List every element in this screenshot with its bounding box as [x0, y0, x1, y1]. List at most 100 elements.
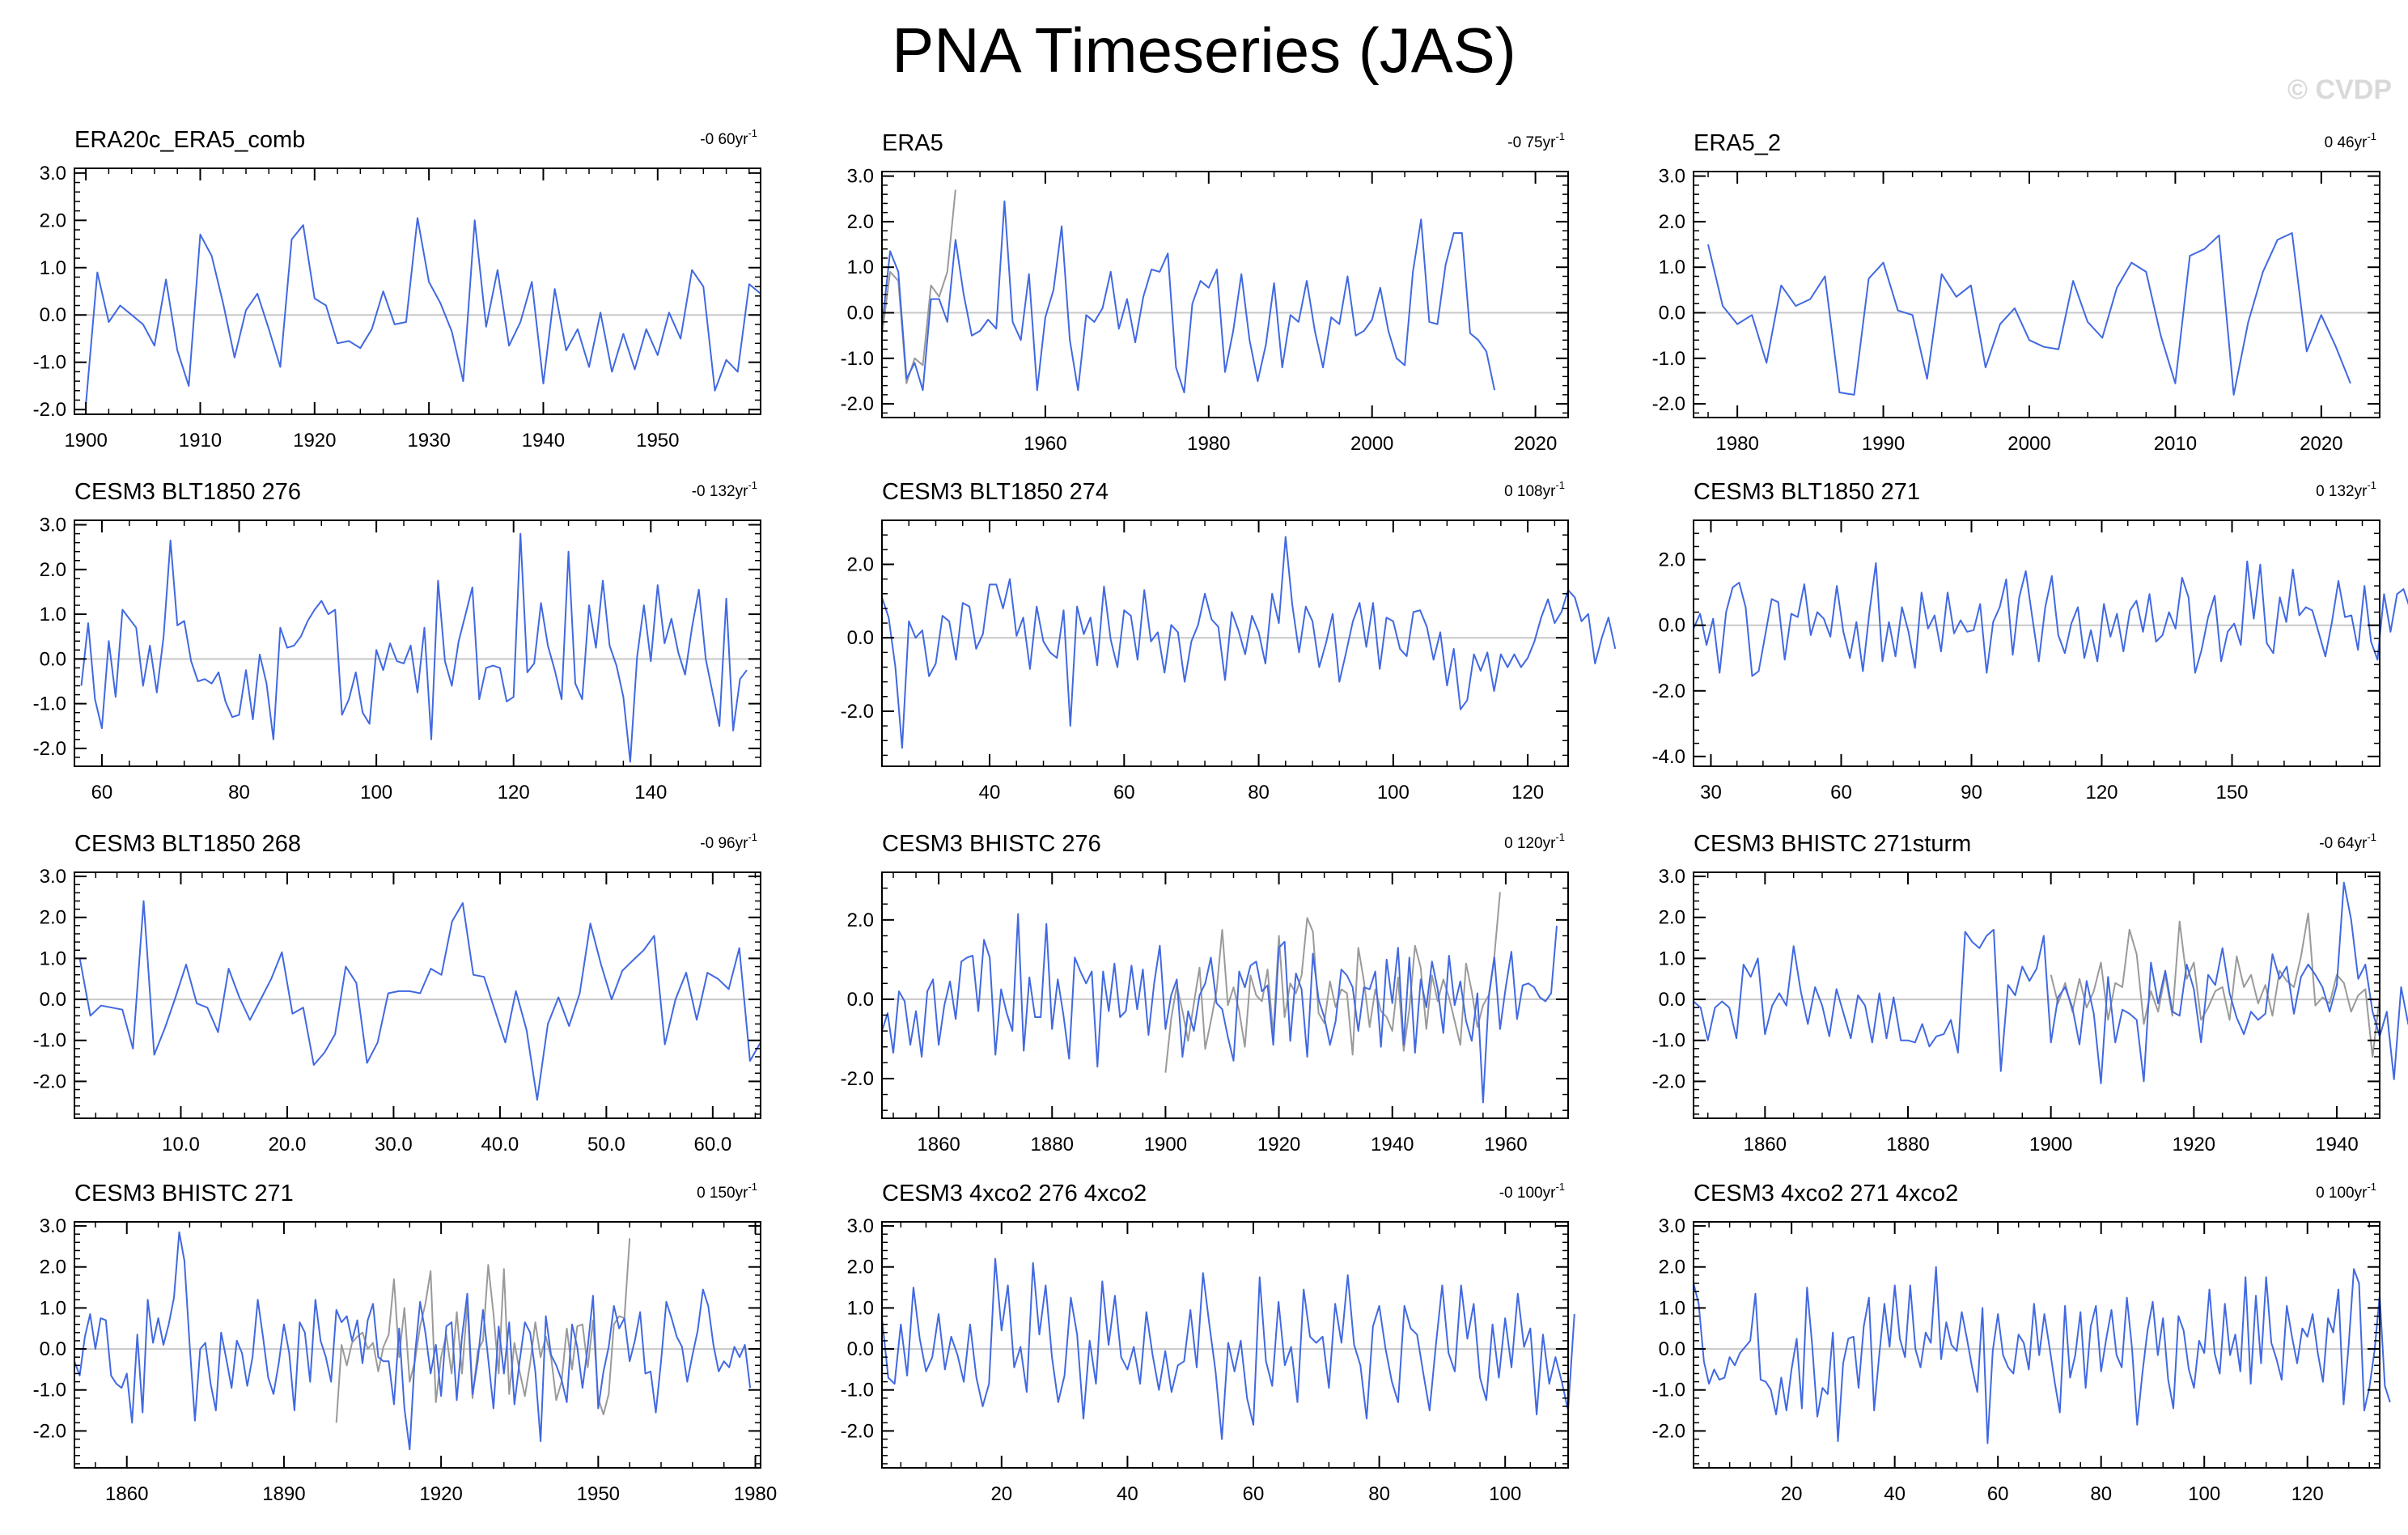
- x-tick-label: 20: [1781, 1483, 1803, 1505]
- watermark: © CVDP: [2287, 74, 2392, 105]
- y-tick-label: -1.0: [33, 352, 66, 374]
- trend-exponent: -1: [748, 479, 757, 491]
- y-tick-label: 1.0: [40, 948, 66, 969]
- plot-frame: [881, 871, 1569, 1119]
- panel-title: ERA20c_ERA5_comb: [74, 127, 305, 153]
- x-tick-label: 1860: [1744, 1134, 1787, 1155]
- y-tick-label: 0.0: [847, 1338, 874, 1360]
- trend-value: 0 108yr: [1504, 483, 1556, 500]
- plot-frame: [1693, 871, 2380, 1119]
- x-tick-label: 80: [1368, 1483, 1390, 1505]
- trend-exponent: -1: [1555, 1181, 1565, 1193]
- y-tick-label: 0.0: [1659, 615, 1685, 637]
- y-tick-label: -1.0: [1652, 1030, 1685, 1052]
- y-tick-label: 3.0: [1659, 866, 1685, 888]
- y-tick-label: 2.0: [1659, 211, 1685, 233]
- chart-panel-7: 10.0 20.0 30.0 40.0 50.0 60.0 -2.0 -1.0 0.0 1.0 2.…: [33, 831, 761, 1155]
- x-tick-label: 20.0: [269, 1134, 307, 1155]
- y-tick-label: 1.0: [40, 1297, 66, 1319]
- x-tick-label: 60: [1987, 1483, 2009, 1505]
- x-tick-label: 1960: [1484, 1134, 1527, 1155]
- trend-exponent: -1: [2367, 1181, 2376, 1193]
- trend-label: 0 132yr-1: [2316, 479, 2376, 500]
- y-tick-label: 3.0: [847, 166, 874, 188]
- plot-frame: [74, 871, 761, 1119]
- trend-label: -0 96yr-1: [700, 831, 757, 852]
- trend-label: -0 75yr-1: [1507, 130, 1565, 151]
- y-tick-label: 2.0: [1659, 1257, 1685, 1278]
- x-tick-label: 30.0: [375, 1134, 413, 1155]
- panel-title: CESM3 BHISTC 276: [882, 831, 1101, 857]
- y-tick-label: 2.0: [847, 211, 874, 233]
- y-tick-label: 3.0: [40, 515, 66, 536]
- x-tick-label: 140: [634, 782, 667, 804]
- x-tick-label: 2010: [2154, 433, 2197, 455]
- panel-title: CESM3 4xco2 271 4xco2: [1694, 1181, 1958, 1206]
- x-tick-label: 1980: [1187, 433, 1230, 455]
- y-tick-label: -1.0: [841, 1380, 874, 1401]
- plot-frame: [881, 1221, 1569, 1469]
- y-tick-label: 1.0: [40, 257, 66, 279]
- y-tick-label: 1.0: [847, 1297, 874, 1319]
- y-tick-label: -4.0: [1652, 746, 1685, 768]
- plot-frame: [1693, 171, 2380, 418]
- chart-panel-4: 60 80 100 120 140 -2.0 -1.0 0.0 1.0 2.0 3.0 CESM3 B…: [33, 479, 761, 804]
- y-tick-label: 3.0: [1659, 166, 1685, 188]
- x-tick-label: 80: [1248, 782, 1270, 804]
- plot-frame: [74, 167, 761, 415]
- trend-label: -0 60yr-1: [700, 127, 757, 148]
- y-tick-label: 1.0: [1659, 948, 1685, 969]
- panel-title: CESM3 4xco2 276 4xco2: [882, 1181, 1147, 1206]
- x-tick-label: 40: [979, 782, 1001, 804]
- panel-title: CESM3 BLT1850 268: [74, 831, 301, 857]
- series-line: [1693, 1266, 2391, 1444]
- trend-value: 0 120yr: [1504, 835, 1556, 852]
- x-tick-label: 2000: [2007, 433, 2050, 455]
- x-tick-label: 50.0: [587, 1134, 625, 1155]
- series-line: [881, 913, 1558, 1104]
- x-tick-label: 1940: [522, 430, 565, 452]
- x-tick-label: 120: [2085, 782, 2118, 804]
- y-tick-label: -2.0: [841, 701, 874, 723]
- series-line: [78, 900, 761, 1101]
- y-tick-label: 0.0: [847, 303, 874, 324]
- y-tick-label: -2.0: [33, 738, 66, 760]
- trend-value: -0 64yr: [2319, 835, 2368, 852]
- y-tick-label: 2.0: [40, 559, 66, 581]
- x-tick-label: 100: [360, 782, 392, 804]
- y-tick-label: -1.0: [1652, 1380, 1685, 1401]
- x-tick-label: 1990: [1862, 433, 1905, 455]
- series-line: [1693, 881, 2408, 1084]
- x-tick-label: 1950: [636, 430, 679, 452]
- trend-exponent: -1: [2367, 479, 2376, 491]
- plot-frame: [74, 1221, 761, 1469]
- trend-value: -0 96yr: [700, 835, 748, 852]
- overlay-series-line: [1164, 892, 1501, 1073]
- chart-panel-5: 40 60 80 100 120 -2.0 0.0 2.0 CESM3 BLT1850 274 0…: [841, 479, 1617, 804]
- x-tick-label: 1900: [1144, 1134, 1187, 1155]
- trend-value: -0 75yr: [1507, 134, 1556, 151]
- x-tick-label: 60: [1830, 782, 1852, 804]
- trend-value: 0 150yr: [697, 1185, 748, 1202]
- x-tick-label: 80: [228, 782, 250, 804]
- trend-value: 0 100yr: [2316, 1185, 2368, 1202]
- x-tick-label: 100: [2188, 1483, 2220, 1505]
- x-tick-label: 60.0: [693, 1134, 731, 1155]
- y-tick-label: -2.0: [1652, 1071, 1685, 1092]
- trend-exponent: -1: [1555, 831, 1565, 843]
- trend-exponent: -1: [2367, 130, 2376, 142]
- x-tick-label: 2020: [1514, 433, 1557, 455]
- chart-panel-9: 1860 1880 1900 1920 1940 -2.0 -1.0 0.0 1.0 2.0 3.0…: [1652, 831, 2408, 1155]
- chart-panel-6: 30 60 90 120 150 -4.0 -2.0 0.0 2.0 CESM3 BLT1850 …: [1652, 479, 2408, 804]
- y-tick-label: 0.0: [40, 989, 66, 1011]
- y-tick-label: 1.0: [40, 604, 66, 625]
- y-tick-label: -2.0: [841, 1420, 874, 1442]
- trend-exponent: -1: [748, 127, 757, 139]
- page-title: PNA Timeseries (JAS): [892, 15, 1516, 86]
- y-tick-label: 3.0: [40, 866, 66, 888]
- trend-exponent: -1: [1555, 479, 1565, 491]
- y-tick-label: 2.0: [1659, 549, 1685, 571]
- chart-panel-3: 1980 1990 2000 2010 2020 -2.0 -1.0 0.0 1.0 2.0 3.0…: [1652, 130, 2380, 455]
- trend-label: -0 100yr-1: [1499, 1181, 1565, 1202]
- y-tick-label: 0.0: [40, 304, 66, 326]
